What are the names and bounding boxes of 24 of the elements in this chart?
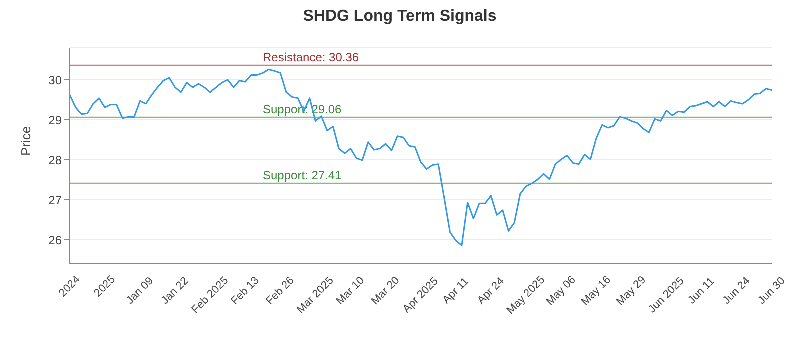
x-tick-label: Jun 11 (686, 276, 718, 307)
x-tick-label: Feb 13 (229, 274, 262, 308)
chart-title: SHDG Long Term Signals (302, 8, 498, 26)
x-tick-label: Jun 24 (720, 275, 753, 308)
x-tick-label: May 06 (544, 274, 578, 308)
y-tick-label: 26 (48, 233, 62, 248)
y-tick-label: 27 (48, 193, 62, 208)
x-tick-label: May 16 (579, 274, 614, 308)
x-tick-label: Jan 09 (124, 275, 156, 308)
y-axis-title: Price (18, 126, 34, 156)
x-tick-label: Mar 10 (334, 274, 368, 308)
y-tick-label: 29 (48, 113, 62, 128)
x-tick-label: Apr 24 (475, 275, 507, 307)
y-tick-label: 30 (48, 73, 62, 88)
x-tick-label: May 29 (614, 274, 649, 308)
ref-line-label: Resistance: 30.36 (263, 50, 360, 65)
x-tick-label: Apr 11 (440, 276, 472, 307)
x-tick-label: Feb 26 (264, 274, 297, 308)
y-tick-label: 28 (48, 153, 62, 168)
x-tick-label: Jun 30 (756, 275, 788, 308)
line-series (69, 68, 773, 246)
x-tick-label: Jan 22 (159, 275, 192, 308)
x-tick-label: Mar 20 (369, 274, 402, 308)
ref-line-label: Support: 27.41 (263, 168, 342, 183)
